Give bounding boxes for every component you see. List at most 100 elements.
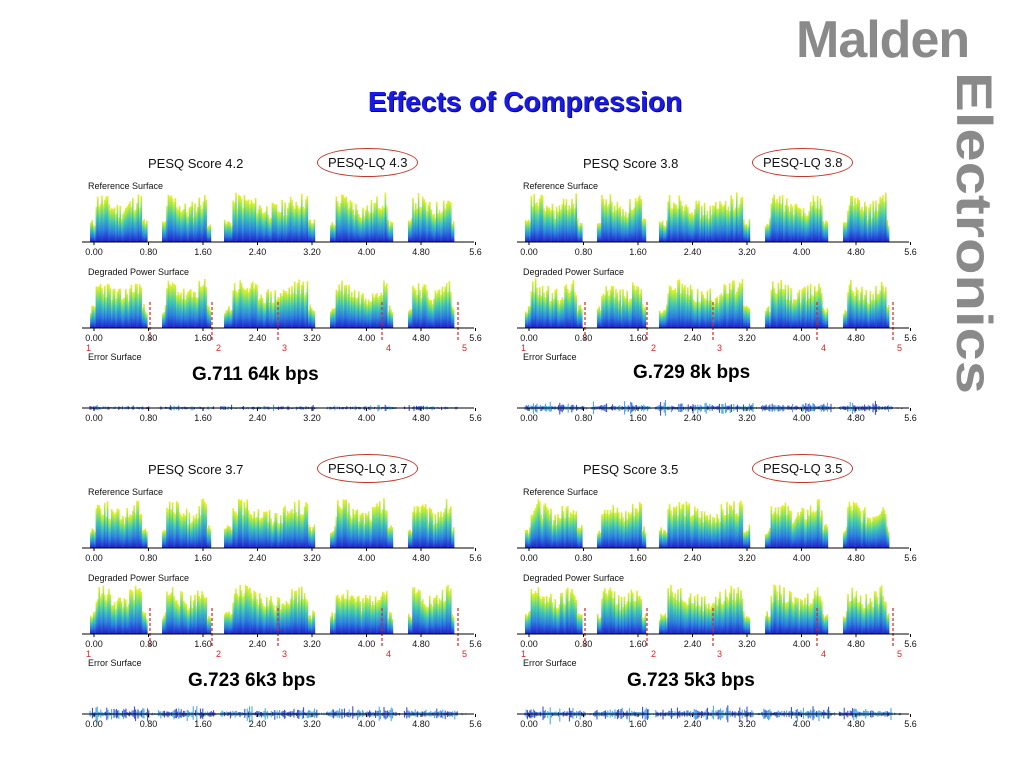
reference-surface-label: Reference Surface [523,181,599,191]
axis-tick-label: 2.40 [249,247,267,257]
axis-tick-label: 5.6 [469,413,482,423]
axis-tick-label: 4.80 [412,413,430,423]
axis-tick-label: 0.00 [520,553,538,563]
axis-tick-label: 5.6 [469,639,482,649]
codec-label: G.711 64k bps [192,364,319,385]
axis-tick-label: 1.60 [629,413,647,423]
axis-tick-label: 2.40 [684,553,702,563]
pesq-score: PESQ Score 3.7 [148,462,244,477]
axis-tick-label: 4.00 [358,639,376,649]
axis-tick-label: 0.00 [85,719,103,729]
reference-surface-label: Reference Surface [88,487,164,497]
slide-title: Effects of Compression [367,86,683,117]
axis-tick-label: 3.20 [738,247,756,257]
axis-tick-label: 1.60 [194,333,212,343]
pesq-panel-chart: 0.00 0.80 1.60 2.40 3.20 4.00 4.80 5.61 2 3 4 50.00… [82,498,482,729]
axis-tick-label: 4.00 [358,247,376,257]
axis-tick-label: 1.60 [629,333,647,343]
axis-tick-label: 0.00 [520,247,538,257]
reference-surface-label: Reference Surface [88,181,164,191]
pesq-lq-score: PESQ-LQ 4.3 [317,148,419,177]
axis-tick-label: 2.40 [684,333,702,343]
axis-tick-label: 1.60 [194,247,212,257]
segment-marker-label: 1 [521,343,526,353]
codec-label: G.729 8k bps [633,362,751,383]
pesq-panel-chart: 0.00 0.80 1.60 2.40 3.20 4.00 4.80 5.61 2 3 4 50.00… [517,498,917,729]
time-axis: 0.00 0.80 1.60 2.40 3.20 4.00 4.80 5.6 [517,547,917,563]
axis-tick-label: 4.00 [358,413,376,423]
segment-marker-label: 3 [717,343,722,353]
degraded-surface-label: Degraded Power Surface [523,267,625,277]
axis-tick-label: 1.60 [629,247,647,257]
axis-tick-label: 0.80 [575,719,593,729]
axis-tick-label: 3.20 [303,719,321,729]
segment-marker-label: 4 [386,343,391,353]
axis-tick-label: 0.80 [140,247,158,257]
pesq-lq-score: PESQ-LQ 3.7 [317,454,419,483]
axis-tick-label: 2.40 [684,413,702,423]
segment-marker-label: 4 [821,343,826,353]
time-axis: 0.00 0.80 1.60 2.40 3.20 4.00 4.80 5.6 [82,713,482,729]
pesq-score: PESQ Score 4.2 [148,156,244,171]
brand-logo-side-text: Electronics [946,72,997,394]
time-axis: 0.00 0.80 1.60 2.40 3.20 4.00 4.80 5.6 [517,713,917,729]
segment-marker-label: 2 [216,649,221,659]
reference-surface [525,192,890,242]
axis-tick-label: 5.6 [469,553,482,563]
axis-tick-label: 3.20 [303,247,321,257]
axis-tick-label: 4.00 [793,639,811,649]
axis-tick-label: 2.40 [684,639,702,649]
brand-logo-top: Malden [796,11,970,69]
pesq-score: PESQ Score 3.8 [583,156,679,171]
axis-tick-label: 2.40 [249,719,267,729]
axis-tick-label: 0.00 [85,553,103,563]
axis-tick-label: 0.80 [575,333,593,343]
axis-tick-label: 5.6 [904,719,917,729]
axis-tick-label: 3.20 [303,333,321,343]
axis-tick-label: 4.80 [412,639,430,649]
reference-surface-label: Reference Surface [523,487,599,497]
axis-tick-label: 4.00 [793,333,811,343]
axis-tick-label: 4.00 [358,719,376,729]
axis-tick-label: 3.20 [303,639,321,649]
axis-tick-label: 3.20 [738,719,756,729]
axis-tick-label: 4.80 [847,413,865,423]
time-axis: 0.00 0.80 1.60 2.40 3.20 4.00 4.80 5.6 [82,407,482,423]
axis-tick-label: 4.80 [847,719,865,729]
segment-marker-label: 4 [821,649,826,659]
degraded-surface [525,584,890,634]
axis-tick-label: 3.20 [738,639,756,649]
axis-tick-label: 5.6 [904,333,917,343]
axis-tick-label: 0.00 [85,639,103,649]
axis-tick-label: 3.20 [303,553,321,563]
error-surface-label: Error Surface [88,658,142,668]
axis-tick-label: 0.80 [140,639,158,649]
axis-tick-label: 5.6 [469,247,482,257]
pesq-panel: 0.00 0.80 1.60 2.40 3.20 4.00 4.80 5.6 1 2 3 4 5 0.00… [82,148,482,440]
segment-marker-label: 1 [86,649,91,659]
axis-tick-label: 4.80 [412,719,430,729]
segment-marker-label: 3 [717,649,722,659]
axis-tick-label: 4.00 [793,553,811,563]
axis-tick-label: 4.00 [793,247,811,257]
time-axis: 0.00 0.80 1.60 2.40 3.20 4.00 4.80 5.6 [82,633,482,649]
degraded-surface [90,584,455,634]
pesq-panel: 0.00 0.80 1.60 2.40 3.20 4.00 4.80 5.6 1 2 3 4 5 0.00… [82,454,482,746]
segment-marker-label: 1 [521,649,526,659]
segment-marker-label: 2 [216,343,221,353]
pesq-lq-score: PESQ-LQ 3.5 [752,454,854,483]
axis-tick-label: 0.80 [575,639,593,649]
axis-tick-label: 3.20 [738,553,756,563]
degraded-surface-label: Degraded Power Surface [88,267,190,277]
axis-tick-label: 4.00 [358,333,376,343]
brand-logo-side: Electronics [946,72,997,394]
axis-tick-label: 0.00 [520,333,538,343]
reference-surface [90,192,455,242]
pesq-score: PESQ Score 3.5 [583,462,679,477]
axis-tick-label: 0.80 [140,553,158,563]
time-axis: 0.00 0.80 1.60 2.40 3.20 4.00 4.80 5.6 [517,407,917,423]
degraded-surface-label: Degraded Power Surface [88,573,190,583]
segment-marker-label: 3 [282,343,287,353]
axis-tick-label: 0.80 [140,719,158,729]
axis-tick-label: 1.60 [629,719,647,729]
